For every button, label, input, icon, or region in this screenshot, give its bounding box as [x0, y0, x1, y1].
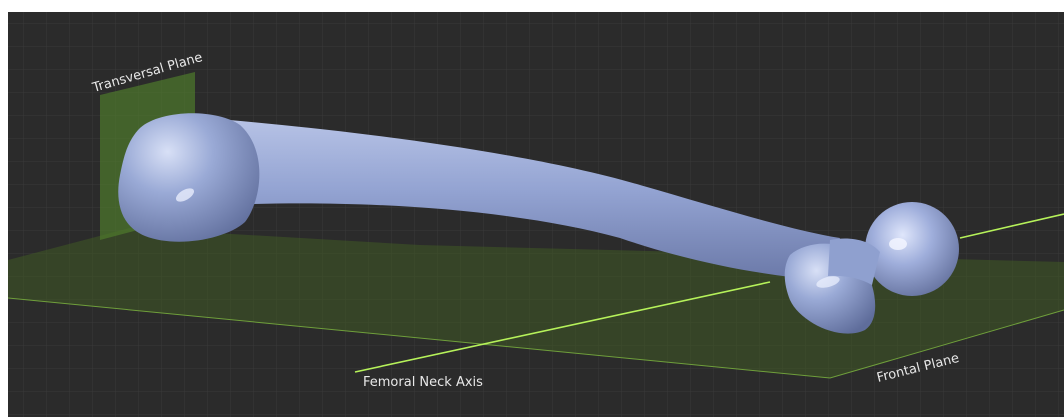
femoral-neck-axis-line	[354, 281, 771, 373]
femoral-neck-axis-label: Femoral Neck Axis	[363, 375, 483, 390]
axis-line-right	[959, 213, 1064, 239]
femur-distal-end	[118, 113, 260, 242]
femoral-neck	[828, 238, 880, 285]
femoral-head	[865, 202, 959, 296]
distal-highlight	[175, 188, 195, 202]
head-highlight	[889, 238, 907, 250]
femur-shaft	[205, 118, 840, 280]
trochanter-highlight	[816, 276, 840, 288]
frontal-plane-edge	[7, 297, 1064, 379]
